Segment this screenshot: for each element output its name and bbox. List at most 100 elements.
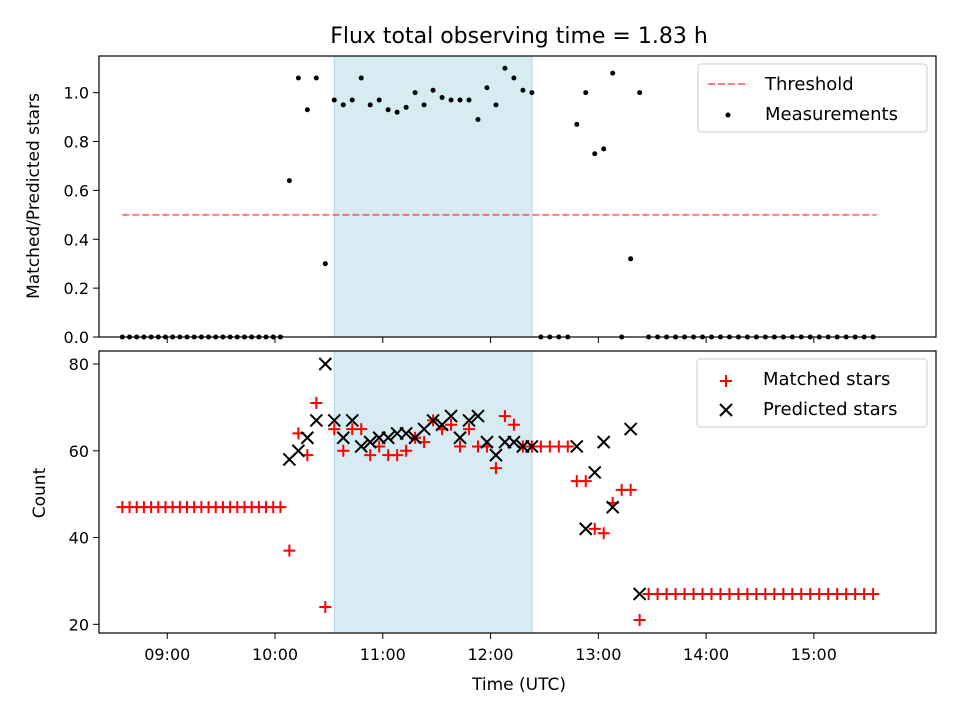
measurement-point bbox=[502, 65, 508, 71]
bottom-y-axis-label: Count bbox=[30, 467, 50, 518]
x-axis-label: Time (UTC) bbox=[471, 675, 566, 695]
measurement-point bbox=[520, 87, 526, 93]
bottom-y-tick-label: 60 bbox=[69, 442, 89, 461]
measurements-legend-swatch bbox=[725, 112, 731, 118]
measurement-point bbox=[592, 151, 598, 157]
measurement-point bbox=[322, 261, 328, 267]
matched-star-point bbox=[489, 462, 502, 475]
predicted-star-point bbox=[453, 431, 467, 445]
top-y-axis: 0.0 0.2 0.4 0.6 0.8 1.0 bbox=[64, 84, 99, 347]
matched-star-point bbox=[310, 397, 323, 410]
predicted-star-point bbox=[605, 500, 620, 514]
measurement-point bbox=[493, 102, 499, 108]
predicted-stars-points bbox=[282, 357, 647, 601]
measurement-point bbox=[385, 107, 391, 113]
matched-star-point bbox=[355, 423, 368, 436]
matched-star-point bbox=[391, 449, 404, 462]
measurement-point bbox=[412, 90, 418, 96]
measurement-point bbox=[295, 75, 301, 81]
predicted-star-point bbox=[489, 448, 503, 462]
predicted-star-point bbox=[399, 426, 413, 441]
measurement-point bbox=[610, 70, 616, 76]
measurement-point bbox=[574, 121, 580, 127]
matched-star-point bbox=[463, 423, 476, 436]
measurement-point bbox=[349, 97, 355, 103]
measurement-point bbox=[421, 102, 427, 108]
predicted-star-point bbox=[426, 413, 440, 428]
top-x-ticks bbox=[166, 337, 815, 343]
predicted-legend-label: Predicted stars bbox=[763, 399, 897, 420]
measurement-point bbox=[466, 97, 472, 103]
matched-star-point bbox=[337, 444, 350, 457]
measurement-point bbox=[475, 117, 481, 123]
bottom-x-tick-label: 15:00 bbox=[791, 645, 837, 664]
matched-star-point bbox=[633, 613, 646, 626]
top-shaded-span bbox=[333, 56, 533, 337]
measurement-point bbox=[286, 178, 292, 184]
bottom-plot-frame bbox=[98, 350, 937, 634]
matched-star-point bbox=[274, 501, 287, 514]
bottom-y-tick-label: 80 bbox=[69, 355, 89, 374]
matched-star-point bbox=[624, 483, 637, 496]
predicted-star-point bbox=[381, 431, 395, 445]
chart-title: Flux total observing time = 1.83 h bbox=[330, 24, 708, 49]
bottom-x-tick-label: 13:00 bbox=[575, 645, 621, 664]
measurement-point bbox=[457, 97, 463, 103]
top-panel: 0.0 0.2 0.4 0.6 0.8 1.0 Matched/Predicted sta… bbox=[24, 55, 937, 347]
predicted-star-point bbox=[579, 522, 593, 536]
measurement-point bbox=[439, 95, 445, 101]
top-y-tick-label: 0.0 bbox=[64, 328, 89, 347]
measurement-point bbox=[331, 97, 337, 103]
top-plot-frame bbox=[98, 55, 937, 338]
predicted-star-point bbox=[471, 409, 485, 423]
measurement-point bbox=[448, 97, 454, 103]
bottom-shaded-span bbox=[333, 351, 533, 633]
predicted-star-point bbox=[570, 439, 584, 454]
measurement-point bbox=[367, 102, 373, 108]
bottom-x-tick-label: 14:00 bbox=[683, 645, 729, 664]
top-y-axis-label: Matched/Predicted stars bbox=[24, 93, 44, 299]
top-legend: Threshold Measurements bbox=[697, 63, 928, 133]
predicted-star-point bbox=[462, 413, 476, 428]
matched-star-point bbox=[579, 475, 592, 488]
measurement-point bbox=[430, 87, 436, 93]
predicted-star-point bbox=[363, 435, 377, 449]
bottom-x-axis: 09:00 10:00 11:00 12:00 13:00 14:00 15:00 bbox=[144, 633, 837, 664]
predicted-star-point bbox=[480, 435, 494, 449]
matched-star-point bbox=[597, 527, 610, 540]
predicted-star-point bbox=[318, 357, 333, 371]
top-y-tick-label: 0.6 bbox=[64, 181, 89, 200]
threshold-legend-label: Threshold bbox=[764, 74, 854, 95]
top-y-tick-label: 0.2 bbox=[64, 279, 89, 298]
bottom-y-axis: 20 40 60 80 bbox=[69, 355, 99, 634]
bottom-x-tick-label: 10:00 bbox=[252, 645, 298, 664]
predicted-star-point bbox=[327, 413, 342, 428]
measurement-point bbox=[484, 85, 490, 91]
top-shaded-region bbox=[334, 56, 532, 337]
predicted-star-point bbox=[623, 422, 638, 436]
predicted-star-point bbox=[300, 431, 315, 445]
predicted-star-point bbox=[354, 439, 368, 454]
measurement-point bbox=[340, 102, 346, 108]
measurement-point bbox=[376, 97, 382, 103]
predicted-star-point bbox=[588, 465, 602, 480]
bottom-legend: Matched stars Predicted stars bbox=[696, 358, 928, 428]
measurement-point bbox=[628, 256, 634, 262]
bottom-shaded-region bbox=[334, 351, 532, 633]
top-legend-box bbox=[697, 63, 928, 133]
top-y-tick-label: 0.4 bbox=[64, 230, 89, 249]
measurement-point bbox=[394, 109, 400, 115]
matched-star-point bbox=[454, 440, 467, 453]
matched-star-point bbox=[328, 423, 341, 436]
predicted-star-point bbox=[309, 413, 324, 428]
bottom-y-tick-label: 40 bbox=[69, 529, 89, 548]
measurement-point bbox=[403, 104, 409, 110]
predicted-star-point bbox=[632, 587, 647, 601]
predicted-star-point bbox=[444, 409, 458, 423]
bottom-x-tick-label: 11:00 bbox=[360, 645, 406, 664]
predicted-star-point bbox=[291, 444, 306, 458]
top-y-tick-label: 0.8 bbox=[64, 133, 89, 152]
measurement-point bbox=[529, 90, 535, 96]
predicted-star-point bbox=[507, 435, 521, 449]
